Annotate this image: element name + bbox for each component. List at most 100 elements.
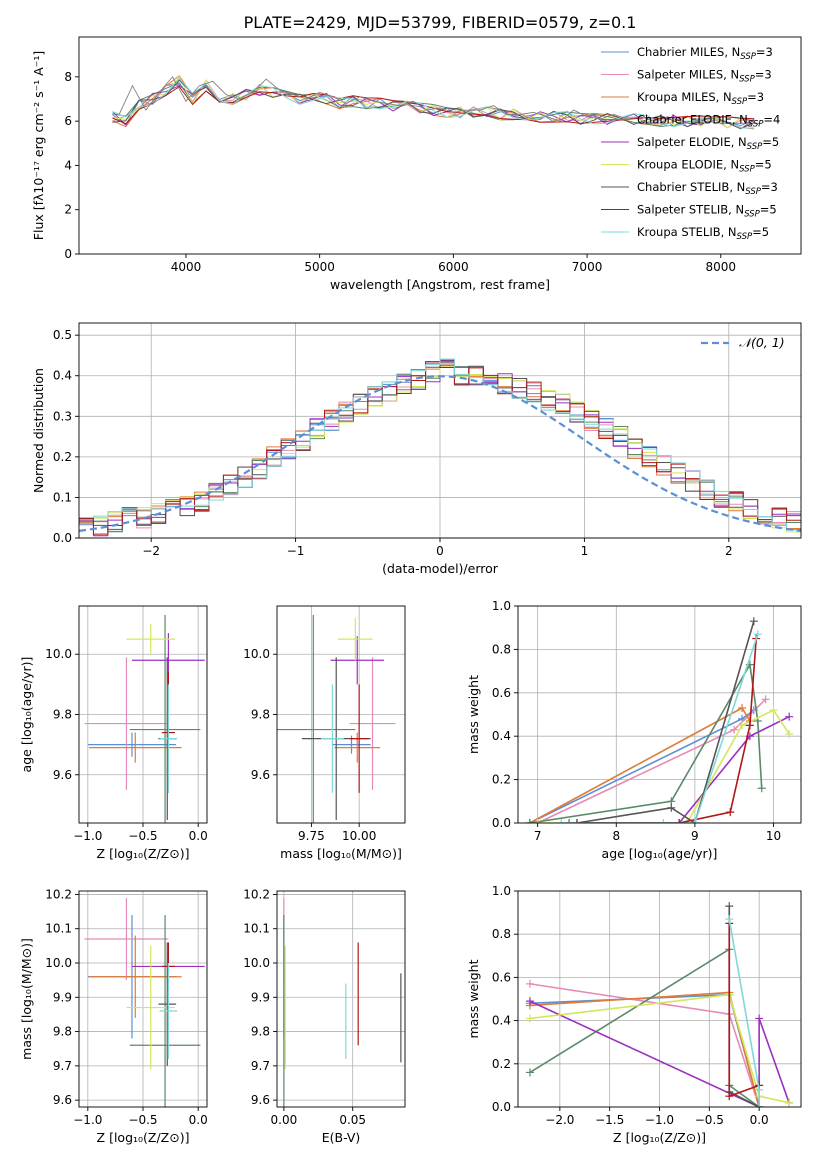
weight-marker bbox=[667, 803, 676, 812]
normal-reference-curve bbox=[79, 375, 801, 532]
y-axis-label: mass [log₁₀(M/M⊙)] bbox=[19, 938, 34, 1060]
x-tick-label: 7000 bbox=[572, 260, 603, 274]
axes-frame bbox=[276, 890, 406, 1108]
y-tick-label: 8 bbox=[64, 70, 72, 84]
x-tick-label: 9 bbox=[691, 829, 699, 843]
plot-area-mass-vs-Z bbox=[84, 897, 205, 1107]
y-tick-label: 1.0 bbox=[492, 884, 511, 898]
y-tick-label: 6 bbox=[64, 114, 72, 128]
legend-entry: Salpeter ELODIE, NSSP=5 bbox=[637, 135, 779, 152]
legend-entry: Kroupa ELODIE, NSSP=5 bbox=[637, 158, 772, 175]
x-tick-label: 1 bbox=[581, 544, 589, 558]
weight-marker bbox=[690, 819, 699, 823]
x-tick-label: 0.0 bbox=[189, 1113, 208, 1127]
residual-histogram bbox=[79, 366, 801, 533]
y-tick-label: 10.2 bbox=[243, 887, 270, 901]
x-tick-label: 9.75 bbox=[298, 829, 325, 843]
x-tick-label: −0.5 bbox=[128, 1113, 157, 1127]
chart-mass-vs-Z: −1.0 −0.5 0.0 9.6 9.7 9.8 9.9 10.0 10.1 10.2 Z [lo… bbox=[19, 887, 208, 1145]
x-axis-label: wavelength [Angstrom, rest frame] bbox=[330, 277, 550, 292]
y-tick-label: 0.0 bbox=[53, 531, 72, 545]
weight-line bbox=[529, 991, 760, 1107]
y-tick-label: 9.9 bbox=[251, 990, 270, 1004]
y-tick-label: 9.6 bbox=[251, 1093, 270, 1107]
chart-mass-vs-EBV: 0.00 0.05 9.6 9.7 9.8 9.9 10.0 10.1 10.2 E(B-V) bbox=[243, 887, 406, 1145]
chart-weight-vs-Z: −2.0 −1.5 −1.0 −0.5 0.0 0.0 0.2 0.4 0.6 0.8 1.0 Z [… bbox=[466, 884, 802, 1145]
legend-entry: Chabrier STELIB, NSSP=3 bbox=[637, 180, 778, 197]
weight-marker bbox=[525, 997, 534, 1006]
y-tick-label: 9.6 bbox=[53, 768, 72, 782]
weight-line bbox=[569, 715, 790, 823]
weight-marker bbox=[683, 819, 692, 823]
weight-marker bbox=[659, 819, 668, 823]
y-axis-label: mass weight bbox=[466, 959, 481, 1038]
x-tick-label: 10 bbox=[766, 829, 781, 843]
y-tick-label: 9.7 bbox=[53, 1059, 72, 1073]
x-tick-label: 8 bbox=[612, 829, 620, 843]
x-axis-label: Z [log₁₀(Z/Z⊙)] bbox=[97, 846, 190, 861]
x-tick-label: −0.5 bbox=[128, 829, 157, 843]
weight-line bbox=[529, 947, 760, 1107]
weight-marker bbox=[572, 819, 581, 823]
model-spectrum-line bbox=[112, 86, 755, 125]
y-tick-label: 4 bbox=[64, 158, 72, 172]
weight-line bbox=[561, 633, 759, 823]
weight-marker bbox=[753, 630, 762, 639]
y-tick-label: 9.8 bbox=[53, 1025, 72, 1039]
weight-marker bbox=[785, 712, 794, 721]
y-tick-label: 0.4 bbox=[492, 729, 511, 743]
y-tick-label: 0.3 bbox=[53, 409, 72, 423]
chart-age-vs-Z: −1.0 −0.5 0.0 9.6 9.8 10.0 Z [log₁₀(Z/Z⊙)] age … bbox=[19, 605, 208, 861]
chart-age-vs-mass: 9.75 10.00 9.6 9.8 10.0 mass [log₁₀(M/M⊙)] bbox=[243, 605, 406, 861]
y-axis-label: mass weight bbox=[466, 675, 481, 754]
weight-marker bbox=[749, 617, 758, 626]
y-tick-label: 0.2 bbox=[492, 773, 511, 787]
x-axis-label: age [log₁₀(age/yr)] bbox=[602, 846, 718, 861]
x-axis-label: (data-model)/error bbox=[382, 561, 499, 576]
y-tick-label: 0 bbox=[64, 247, 72, 261]
y-tick-label: 10.0 bbox=[243, 647, 270, 661]
legend-entry: Salpeter STELIB, NSSP=5 bbox=[637, 203, 777, 220]
x-tick-label: −1.0 bbox=[73, 829, 102, 843]
model-spectrum-line bbox=[112, 79, 755, 130]
x-tick-label: −1.0 bbox=[73, 1113, 102, 1127]
weight-marker bbox=[725, 902, 734, 911]
plot-area-age-vs-mass bbox=[277, 615, 396, 823]
plot-area-age-vs-Z bbox=[84, 615, 205, 823]
legend: Chabrier MILES, NSSP=3 Salpeter MILES, NS… bbox=[601, 45, 780, 242]
x-tick-label: 7 bbox=[534, 829, 542, 843]
weight-marker bbox=[785, 730, 794, 739]
y-tick-label: 9.8 bbox=[251, 1025, 270, 1039]
figure-title: PLATE=2429, MJD=53799, FIBERID=0579, z=0… bbox=[244, 13, 637, 32]
model-spectrum-line bbox=[112, 77, 755, 129]
weight-marker bbox=[557, 819, 566, 823]
weight-marker bbox=[525, 979, 534, 988]
y-tick-label: 0.2 bbox=[53, 450, 72, 464]
weight-marker bbox=[745, 721, 754, 730]
y-tick-label: 10.0 bbox=[243, 956, 270, 970]
weight-marker bbox=[525, 1068, 534, 1077]
weight-marker bbox=[525, 819, 534, 823]
x-tick-label: −2.0 bbox=[545, 1113, 574, 1127]
x-tick-label: 4000 bbox=[171, 260, 202, 274]
y-tick-label: 10.2 bbox=[45, 887, 72, 901]
x-axis-label: E(B-V) bbox=[322, 1130, 361, 1145]
weight-marker bbox=[725, 1092, 734, 1101]
data-spectrum-line bbox=[118, 76, 761, 124]
legend-entry: Salpeter MILES, NSSP=3 bbox=[637, 68, 772, 85]
x-tick-label: −0.5 bbox=[695, 1113, 724, 1127]
y-tick-label: 0.6 bbox=[492, 970, 511, 984]
y-tick-label: 0.4 bbox=[53, 369, 72, 383]
y-tick-label: 9.8 bbox=[53, 708, 72, 722]
weight-marker bbox=[675, 819, 684, 823]
y-tick-label: 0.6 bbox=[492, 686, 511, 700]
x-tick-label: 0 bbox=[436, 544, 444, 558]
x-tick-label: 8000 bbox=[706, 260, 737, 274]
axes-frame bbox=[78, 36, 802, 255]
y-tick-label: 0.8 bbox=[492, 642, 511, 656]
y-tick-label: 0.4 bbox=[492, 1014, 511, 1028]
weight-line bbox=[529, 993, 790, 1104]
weight-line bbox=[576, 620, 755, 823]
weight-marker bbox=[761, 695, 770, 704]
